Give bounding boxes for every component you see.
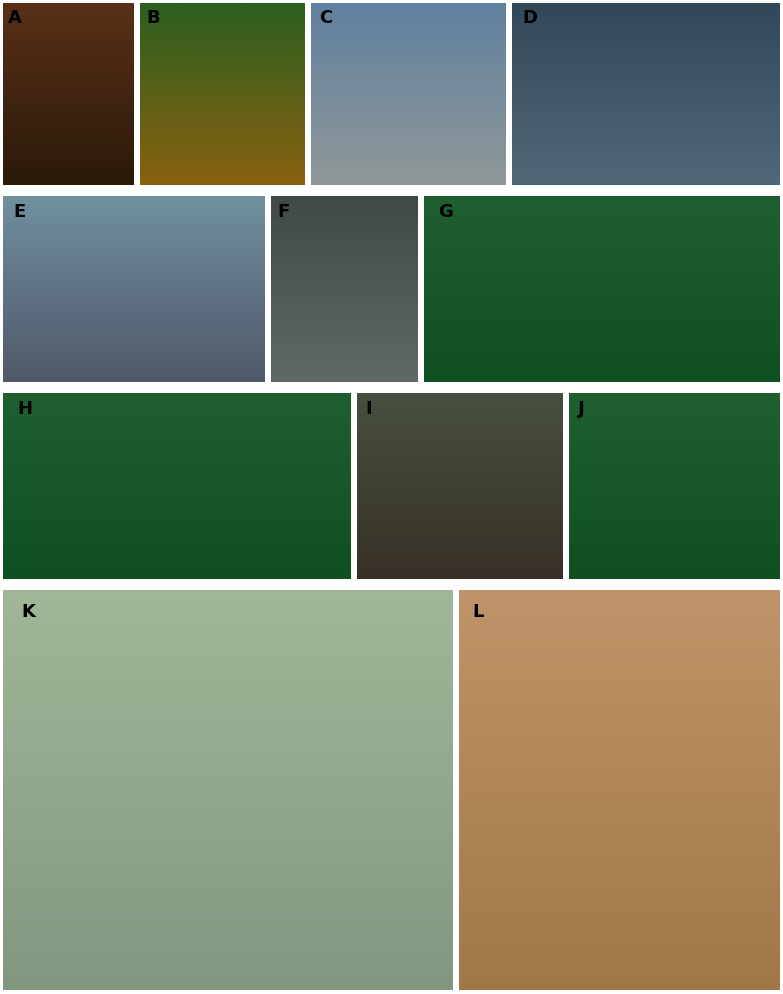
Text: G: G bbox=[438, 203, 453, 221]
Text: K: K bbox=[21, 602, 35, 620]
Text: B: B bbox=[146, 9, 161, 28]
Text: D: D bbox=[523, 9, 538, 28]
Text: I: I bbox=[366, 400, 372, 417]
Text: C: C bbox=[319, 9, 332, 28]
Text: A: A bbox=[9, 9, 22, 28]
Text: H: H bbox=[17, 400, 32, 417]
Text: L: L bbox=[472, 602, 483, 620]
Text: J: J bbox=[578, 400, 584, 417]
Text: E: E bbox=[13, 203, 26, 221]
Text: F: F bbox=[277, 203, 289, 221]
